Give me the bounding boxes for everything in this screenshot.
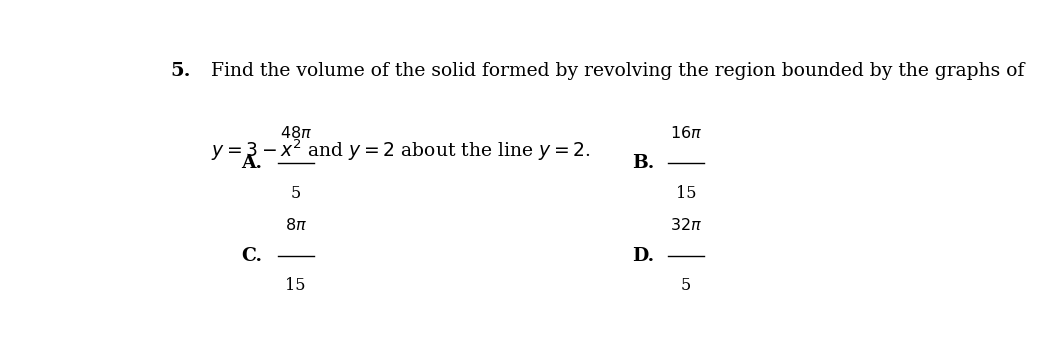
Text: B.: B.	[632, 155, 654, 172]
Text: 15: 15	[676, 185, 696, 202]
Text: 5.: 5.	[170, 62, 191, 80]
Text: Find the volume of the solid formed by revolving the region bounded by the graph: Find the volume of the solid formed by r…	[211, 62, 1025, 80]
Text: $16\pi$: $16\pi$	[670, 125, 702, 142]
Text: D.: D.	[632, 247, 654, 265]
Text: A.: A.	[242, 155, 262, 172]
Text: 15: 15	[286, 277, 306, 294]
Text: C.: C.	[242, 247, 262, 265]
Text: $y = 3 - x^2$ and $y = 2$ about the line $y = 2$.: $y = 3 - x^2$ and $y = 2$ about the line…	[211, 137, 590, 163]
Text: 5: 5	[681, 277, 691, 294]
Text: 5: 5	[291, 185, 300, 202]
Text: $8\pi$: $8\pi$	[285, 217, 307, 234]
Text: $48\pi$: $48\pi$	[279, 125, 312, 142]
Text: $32\pi$: $32\pi$	[670, 217, 702, 234]
